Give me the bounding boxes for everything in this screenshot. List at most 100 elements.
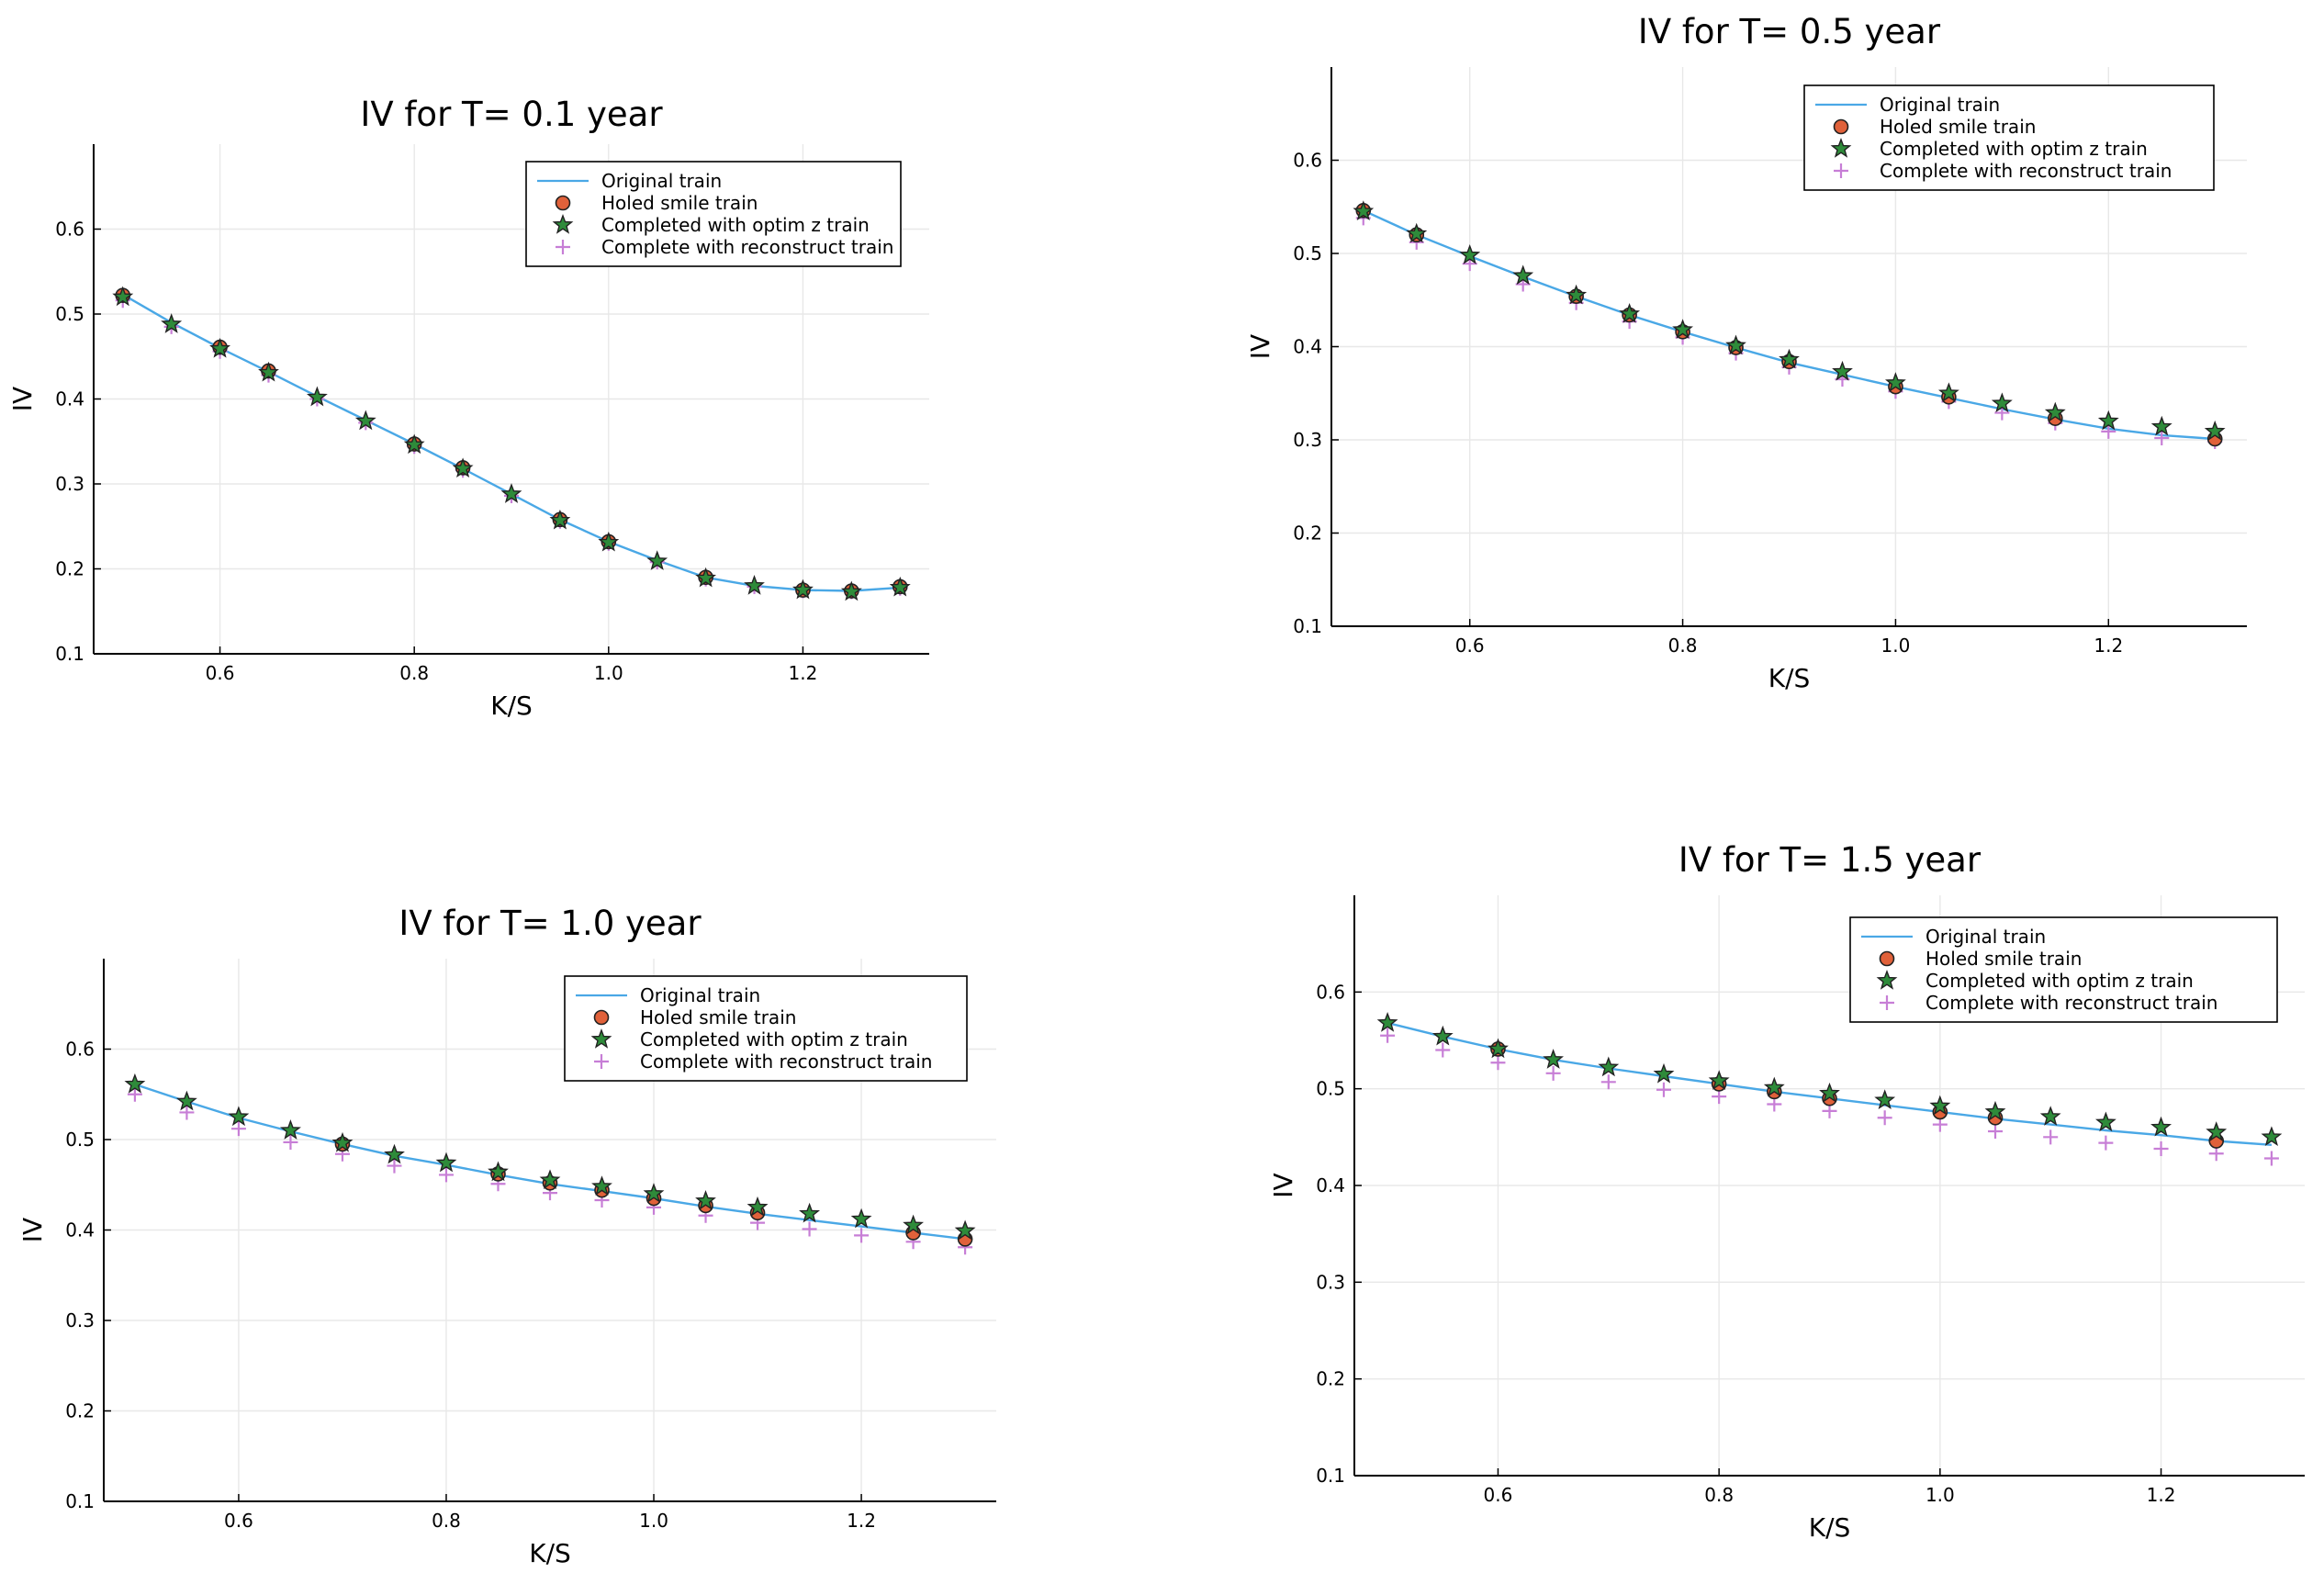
x-axis-label: K/S [1768,663,1811,693]
point-reconstruct [1545,1065,1561,1081]
legend-label: Original train [640,984,760,1006]
x-tick-label: 1.2 [847,1510,876,1532]
legend-label: Original train [1925,926,2046,948]
x-tick-label: 0.6 [206,662,235,684]
point-reconstruct [2154,430,2170,445]
x-axis-label: K/S [529,1538,571,1568]
legend-marker [590,1028,612,1049]
legend-label: Complete with reconstruct train [601,236,893,258]
legend-marker [1879,950,1895,967]
x-tick-label: 1.0 [1925,1484,1955,1506]
point-optim [1832,360,1853,381]
y-axis-label: IV [17,1218,48,1242]
point-reconstruct [179,1105,195,1120]
point-optim [488,1161,509,1182]
point-optim [1819,1082,1840,1103]
legend-label: Holed smile train [640,1006,796,1028]
point-optim [1929,1095,1951,1116]
point-optim [744,574,765,595]
point-optim [1598,1056,1620,1077]
legend-marker [1834,163,1848,178]
point-optim [903,1214,924,1235]
point-reconstruct [1767,1096,1782,1112]
point-optim [954,1219,976,1241]
y-tick-label: 0.5 [55,303,84,325]
point-optim [2150,1116,2172,1137]
y-tick-label: 0.1 [1316,1465,1345,1487]
point-optim [1406,222,1428,243]
x-tick-label: 1.0 [594,662,623,684]
y-tick-label: 0.2 [1293,522,1322,545]
series-holed [115,287,908,599]
point-optim [646,550,668,570]
point-optim [209,337,230,358]
legend-label: Holed smile train [1925,948,2082,970]
point-optim [1885,372,1906,392]
x-tick-label: 1.2 [2094,635,2123,657]
point-reconstruct [2043,1129,2059,1145]
point-optim [840,580,862,601]
point-reconstruct [854,1228,870,1243]
legend-marker [594,1054,609,1069]
y-tick-label: 0.6 [1293,150,1322,172]
legend-marker [552,214,574,234]
point-optim [2261,1126,2283,1147]
chart-title: IV for T= 0.1 year [360,95,663,134]
point-optim [695,567,716,588]
y-tick-label: 0.3 [55,473,84,495]
legend-marker [555,195,571,211]
point-reconstruct [127,1086,142,1102]
point-reconstruct [1380,1028,1396,1043]
point-optim [2095,1111,2116,1132]
series-optim [1353,200,2226,441]
legend-marker [1833,118,1849,135]
point-reconstruct [1822,1103,1837,1118]
point-optim [539,1169,561,1190]
point-optim [695,1189,716,1210]
point-reconstruct [1988,1124,2004,1140]
y-tick-label: 0.6 [1316,981,1345,1003]
legend-label: Holed smile train [1880,116,2036,138]
point-optim [1991,392,2013,413]
point-reconstruct [1435,1042,1451,1058]
legend-label: Original train [601,170,722,192]
legend-marker [1830,138,1852,158]
point-optim [2204,420,2226,441]
point-reconstruct [1877,1110,1892,1126]
point-optim [279,1119,301,1140]
point-optim [850,1208,872,1229]
point-optim [403,433,425,455]
point-reconstruct [2101,423,2116,439]
point-reconstruct [1490,1055,1506,1071]
point-reconstruct [438,1167,454,1183]
x-tick-label: 0.6 [1484,1484,1513,1506]
y-tick-label: 0.6 [55,219,84,241]
series-original-line [1363,209,2216,441]
point-optim [799,1202,820,1223]
point-optim [354,410,376,431]
legend-box [564,975,968,1082]
point-optim [331,1131,354,1152]
y-tick-label: 0.5 [65,1129,95,1151]
y-tick-label: 0.1 [1293,615,1322,637]
point-optim [452,457,474,477]
legend-marker [1880,995,1894,1010]
point-reconstruct [2098,1135,2114,1151]
legend-box [525,161,902,267]
y-tick-label: 0.2 [55,558,84,580]
point-optim [2206,1121,2228,1141]
y-tick-label: 0.4 [1293,336,1322,358]
point-optim [435,1151,457,1173]
point-optim [643,1183,665,1203]
legend-label: Completed with optim z train [640,1028,908,1050]
y-tick-label: 0.2 [1316,1368,1345,1390]
point-reconstruct [1656,1082,1671,1097]
point-optim [1937,382,1959,402]
y-tick-label: 0.4 [1316,1174,1345,1196]
y-axis-label: IV [1245,334,1275,359]
series-holed [1355,203,2223,447]
point-optim [161,313,183,333]
